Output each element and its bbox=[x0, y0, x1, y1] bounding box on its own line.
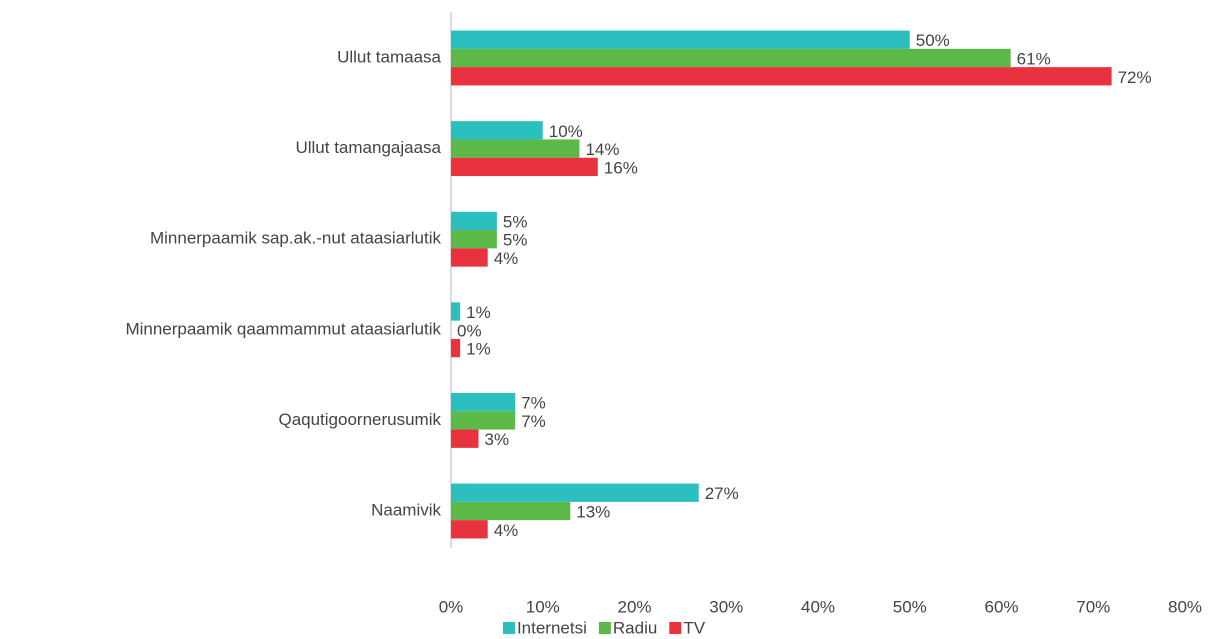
x-tick-label: 60% bbox=[984, 597, 1018, 616]
x-tick-label: 50% bbox=[893, 597, 927, 616]
y-tick-label: Ullut tamangajaasa bbox=[295, 138, 441, 157]
y-tick-label: Minnerpaamik sap.ak.-nut ataasiarlutik bbox=[150, 229, 442, 248]
bar bbox=[451, 139, 580, 158]
bar bbox=[451, 230, 497, 249]
value-label: 4% bbox=[494, 521, 519, 540]
value-label: 7% bbox=[521, 394, 546, 413]
y-tick-label: Minnerpaamik qaammammut ataasiarlutik bbox=[125, 319, 441, 338]
legend-swatch bbox=[669, 622, 682, 634]
value-label: 1% bbox=[466, 340, 491, 359]
bar bbox=[451, 520, 488, 539]
bar bbox=[451, 30, 910, 49]
value-label: 1% bbox=[466, 303, 491, 322]
y-tick-label: Naamivik bbox=[371, 500, 441, 519]
value-label: 10% bbox=[549, 122, 583, 141]
bar bbox=[451, 392, 516, 412]
y-tick-label: Qaqutigoornerusumik bbox=[278, 410, 441, 429]
bar bbox=[451, 48, 1011, 68]
bar bbox=[451, 211, 497, 231]
legend-label: Radiu bbox=[613, 618, 657, 637]
bar bbox=[451, 121, 543, 140]
bar bbox=[451, 483, 699, 502]
value-label: 3% bbox=[485, 430, 510, 449]
value-label: 7% bbox=[521, 412, 546, 431]
y-tick-label: Ullut tamaasa bbox=[337, 47, 441, 66]
value-label: 14% bbox=[585, 140, 619, 159]
x-tick-label: 80% bbox=[1168, 597, 1202, 616]
bar bbox=[451, 157, 598, 177]
bar bbox=[451, 302, 461, 321]
value-label: 5% bbox=[503, 212, 528, 231]
legend-swatch bbox=[502, 622, 515, 634]
value-label: 61% bbox=[1017, 49, 1051, 68]
x-tick-label: 10% bbox=[526, 597, 560, 616]
legend-swatch bbox=[598, 622, 611, 634]
value-label: 4% bbox=[494, 249, 519, 268]
x-tick-label: 30% bbox=[709, 597, 743, 616]
bar bbox=[451, 429, 479, 448]
bar bbox=[451, 411, 516, 430]
bar bbox=[451, 67, 1112, 86]
x-tick-label: 70% bbox=[1076, 597, 1110, 616]
value-label: 13% bbox=[576, 502, 610, 521]
x-tick-label: 40% bbox=[801, 597, 835, 616]
value-label: 16% bbox=[604, 158, 638, 177]
value-label: 27% bbox=[705, 484, 739, 503]
value-label: 5% bbox=[503, 231, 528, 250]
value-label: 72% bbox=[1118, 68, 1152, 87]
x-tick-label: 20% bbox=[617, 597, 651, 616]
value-label: 0% bbox=[457, 321, 482, 340]
bar bbox=[451, 501, 571, 521]
value-label: 50% bbox=[916, 31, 950, 50]
x-tick-label: 0% bbox=[439, 597, 464, 616]
bar bbox=[451, 248, 488, 267]
legend-label: TV bbox=[683, 618, 705, 637]
bar bbox=[451, 338, 461, 358]
legend-label: Internetsi bbox=[517, 618, 587, 637]
